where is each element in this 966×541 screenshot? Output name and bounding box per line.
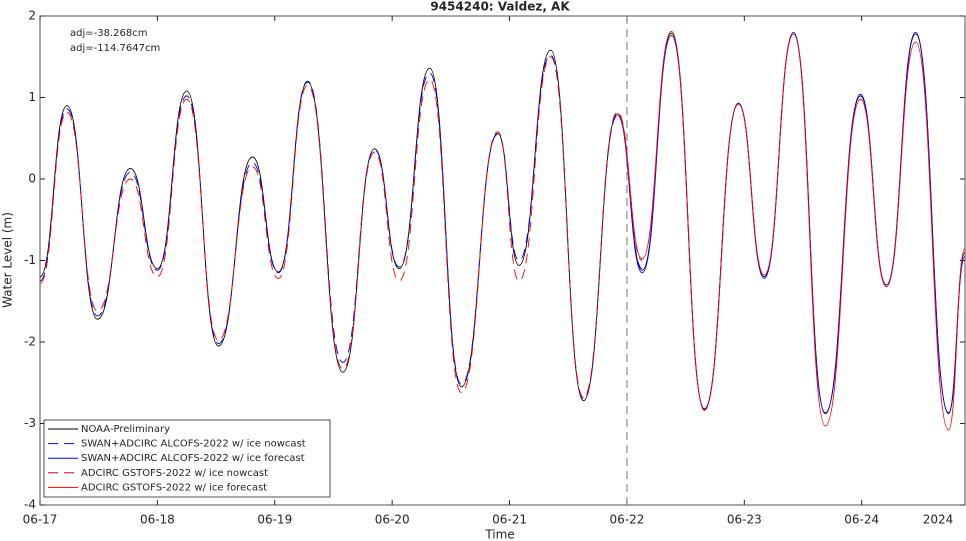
x-tick-label: 06-23 xyxy=(727,513,762,527)
legend-label: NOAA-Preliminary xyxy=(81,424,170,435)
y-tick-label: -2 xyxy=(24,335,36,349)
x-axis-label: Time xyxy=(484,528,514,541)
chart-title: 9454240: Valdez, AK xyxy=(430,0,570,14)
y-tick-label: -4 xyxy=(24,498,36,512)
x-year-label: 2024 xyxy=(923,513,954,527)
y-tick-label: 2 xyxy=(28,9,36,23)
x-tick-label: 06-18 xyxy=(140,513,175,527)
y-axis-label: Water Level (m) xyxy=(1,212,15,308)
legend-label: ADCIRC GSTOFS-2022 w/ ice nowcast xyxy=(81,468,268,479)
legend-box xyxy=(43,419,331,498)
x-tick-label: 06-24 xyxy=(844,513,879,527)
series-line xyxy=(617,31,966,431)
series-line xyxy=(39,32,966,414)
x-tick-label: 06-19 xyxy=(257,513,292,527)
annotation: adj=-38.268cm xyxy=(70,28,147,39)
x-tick-label: 06-17 xyxy=(23,513,58,527)
x-tick-label: 06-20 xyxy=(375,513,410,527)
y-tick-label: -1 xyxy=(24,253,36,267)
y-tick-label: 0 xyxy=(28,172,36,186)
y-tick-label: 1 xyxy=(28,90,36,104)
legend-label: ADCIRC GSTOFS-2022 w/ ice forecast xyxy=(81,482,267,493)
series-line xyxy=(39,54,643,400)
legend-label: SWAN+ADCIRC ALCOFS-2022 w/ ice nowcast xyxy=(81,439,306,450)
y-tick-label: -3 xyxy=(24,416,36,430)
annotation: adj=-114.7647cm xyxy=(70,43,160,54)
x-tick-label: 06-22 xyxy=(609,513,644,527)
series-line xyxy=(39,56,643,398)
x-tick-label: 06-21 xyxy=(492,513,527,527)
legend-label: SWAN+ADCIRC ALCOFS-2022 w/ ice forecast xyxy=(81,453,305,464)
series-line xyxy=(617,31,966,415)
